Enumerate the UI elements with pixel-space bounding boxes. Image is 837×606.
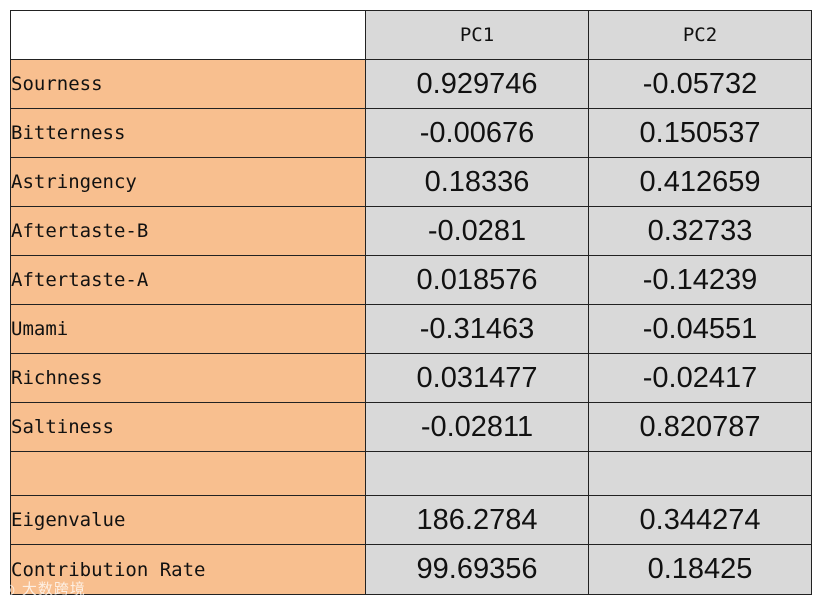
row-label (10, 451, 366, 496)
cell-pc2: 0.412659 (588, 157, 812, 207)
cell-pc1: -0.31463 (365, 304, 589, 354)
row-label: Saltiness (10, 402, 366, 452)
table-row: Astringency 0.18336 0.412659 (10, 157, 812, 207)
cell-pc1: 0.031477 (365, 353, 589, 403)
table-row: Eigenvalue 186.2784 0.344274 (10, 495, 812, 545)
table-row: Saltiness -0.02811 0.820787 (10, 402, 812, 452)
cell-pc1: 99.69356 (365, 544, 589, 595)
cell-pc1: 0.018576 (365, 255, 589, 305)
column-header-pc2: PC2 (588, 10, 812, 60)
cell-pc1: -0.0281 (365, 206, 589, 256)
row-label: Contribution Rate (10, 544, 366, 595)
table-row: Bitterness -0.00676 0.150537 (10, 108, 812, 158)
cell-pc2: -0.04551 (588, 304, 812, 354)
table-row: Umami -0.31463 -0.04551 (10, 304, 812, 354)
cell-pc2: -0.14239 (588, 255, 812, 305)
cell-pc2: 0.150537 (588, 108, 812, 158)
table-row: Sourness 0.929746 -0.05732 (10, 59, 812, 109)
cell-pc1: -0.00676 (365, 108, 589, 158)
row-label: Eigenvalue (10, 495, 366, 545)
row-label: Sourness (10, 59, 366, 109)
cell-pc1: 0.929746 (365, 59, 589, 109)
table-header-row: PC1 PC2 (10, 10, 812, 60)
watermark-logo-icon: ◎ (2, 580, 22, 598)
row-label: Astringency (10, 157, 366, 207)
watermark: ◎ 大数跨境 (2, 578, 86, 599)
cell-pc2: 0.18425 (588, 544, 812, 595)
table-row: Contribution Rate 99.69356 0.18425 (10, 544, 812, 595)
pca-loadings-table: PC1 PC2 Sourness 0.929746 -0.05732 Bitte… (10, 10, 812, 595)
table-row: Aftertaste-B -0.0281 0.32733 (10, 206, 812, 256)
table-row: Richness 0.031477 -0.02417 (10, 353, 812, 403)
table-row: Aftertaste-A 0.018576 -0.14239 (10, 255, 812, 305)
cell-pc1: -0.02811 (365, 402, 589, 452)
row-label: Bitterness (10, 108, 366, 158)
cell-pc1: 186.2784 (365, 495, 589, 545)
cell-pc2 (588, 451, 812, 496)
row-label: Umami (10, 304, 366, 354)
table-row-blank (10, 451, 812, 496)
cell-pc2: -0.05732 (588, 59, 812, 109)
column-header-pc1: PC1 (365, 10, 589, 60)
cell-pc1 (365, 451, 589, 496)
watermark-text: 大数跨境 (21, 580, 86, 598)
cell-pc2: 0.32733 (588, 206, 812, 256)
row-label: Richness (10, 353, 366, 403)
row-label: Aftertaste-A (10, 255, 366, 305)
cell-pc2: -0.02417 (588, 353, 812, 403)
cell-pc2: 0.344274 (588, 495, 812, 545)
cell-pc1: 0.18336 (365, 157, 589, 207)
header-blank-cell (10, 10, 366, 60)
row-label: Aftertaste-B (10, 206, 366, 256)
cell-pc2: 0.820787 (588, 402, 812, 452)
